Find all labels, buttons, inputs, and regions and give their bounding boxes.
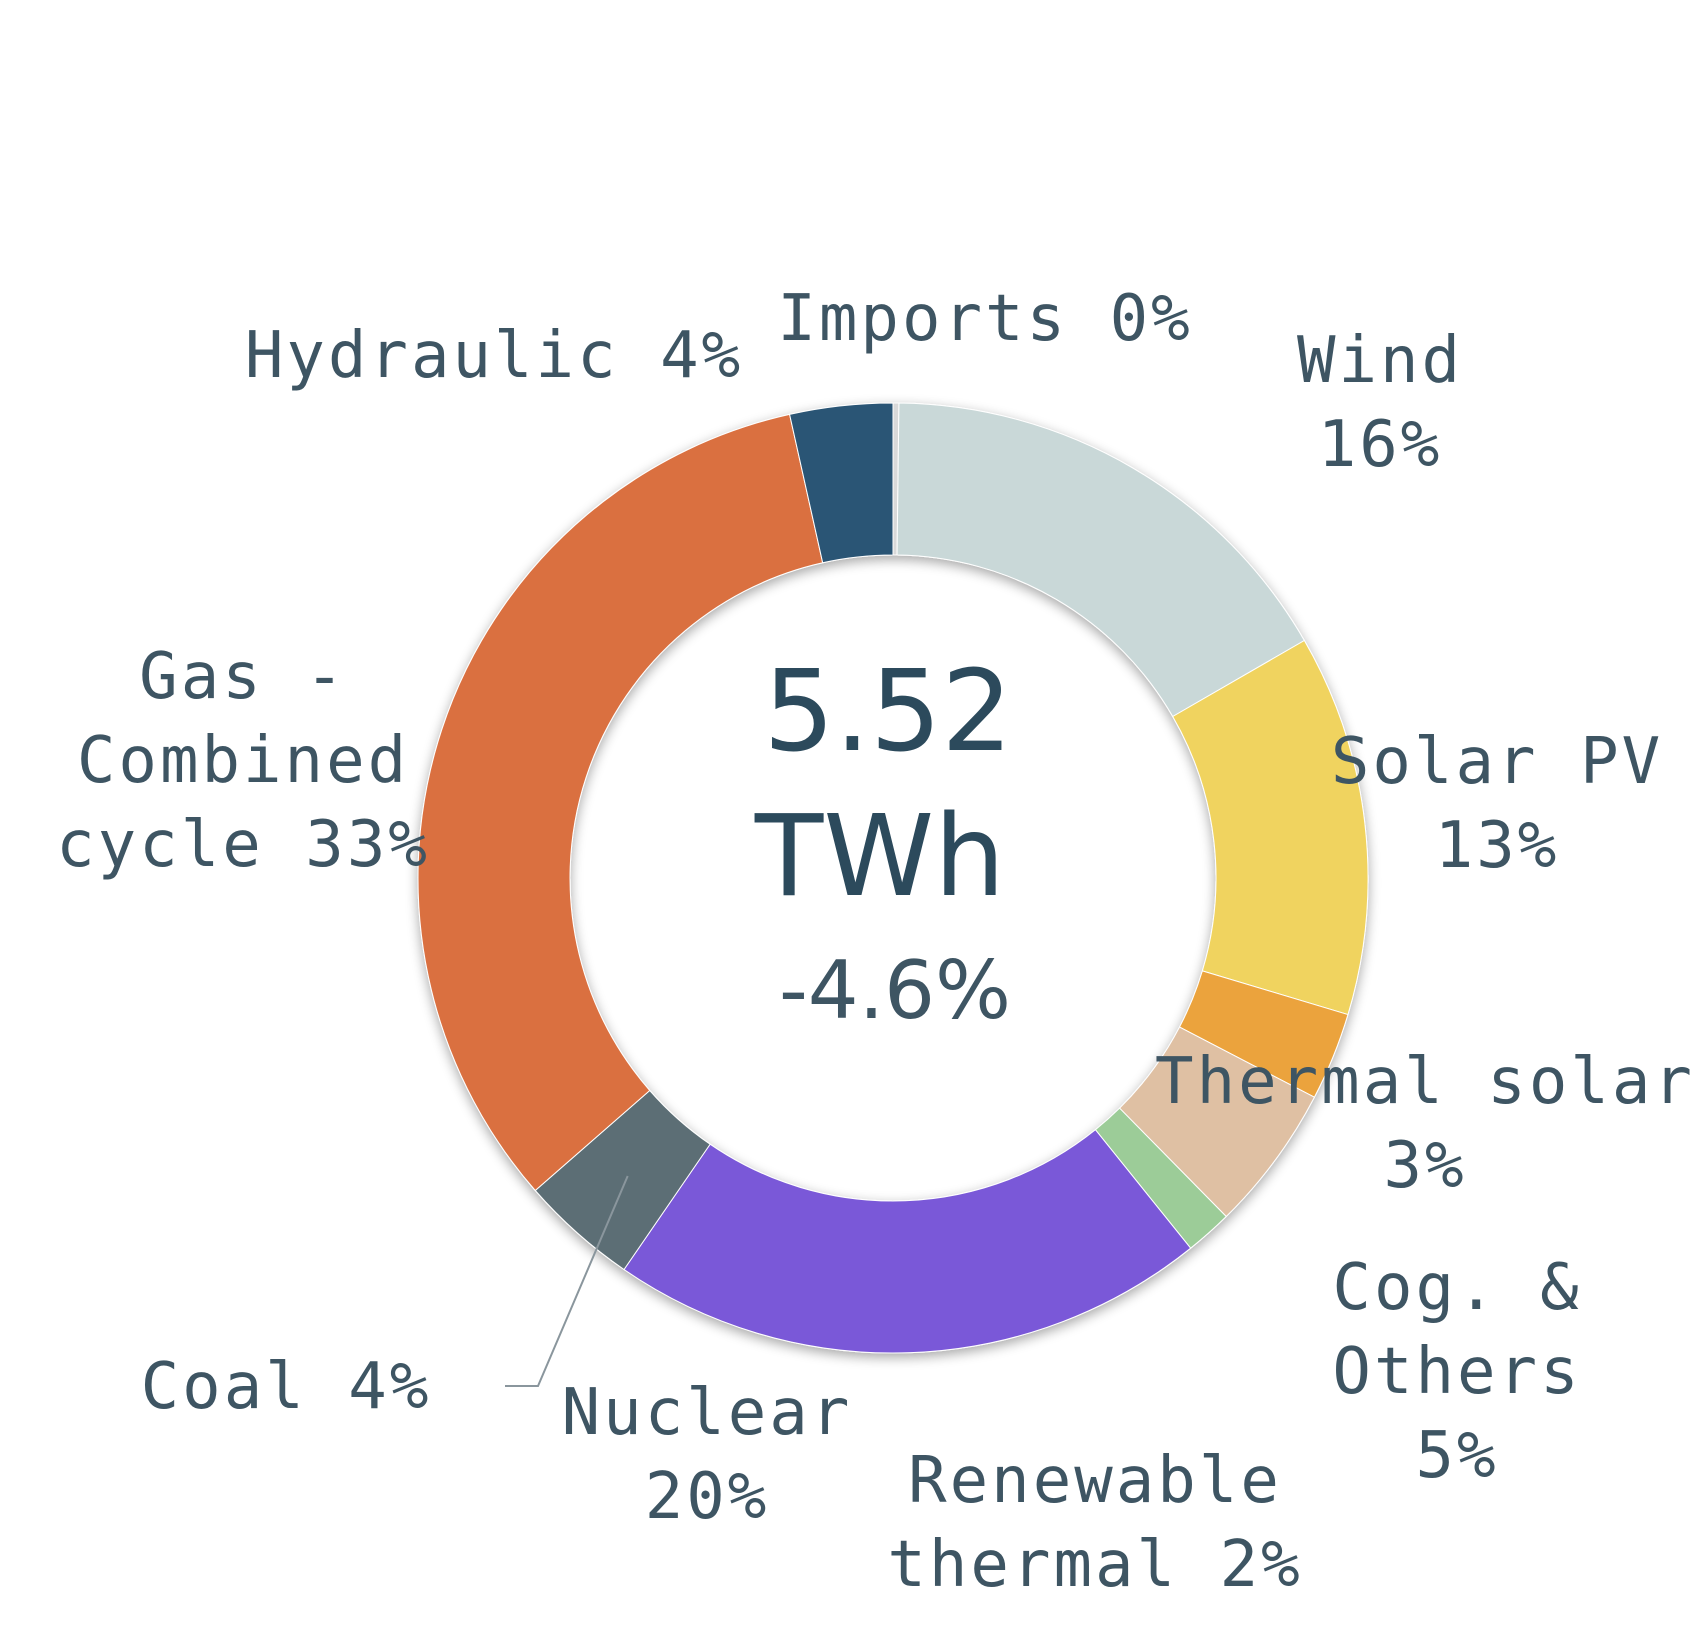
label-line: Nuclear xyxy=(562,1376,853,1450)
label-solar-pv: Solar PV 13% xyxy=(1331,725,1663,883)
label-line: Others xyxy=(1332,1335,1581,1409)
leader-lines xyxy=(505,1175,629,1387)
slice-gas-combined-cycle[interactable] xyxy=(417,413,824,1192)
label-line: cycle 33% xyxy=(56,808,430,882)
label-line: 16% xyxy=(1318,408,1443,482)
center-change: -4.6% xyxy=(779,944,1011,1037)
label-line: Wind xyxy=(1297,324,1463,398)
slices-layer xyxy=(417,402,1369,1354)
label-gas-combined-cycle: Gas - Combined cycle 33% xyxy=(56,640,430,882)
slice-wind[interactable] xyxy=(896,402,1306,718)
slice-hydraulic[interactable] xyxy=(788,402,894,564)
label-line: Cog. & xyxy=(1332,1251,1581,1325)
center-total-value: 5.52 xyxy=(763,647,1012,777)
label-nuclear: Nuclear 20% xyxy=(562,1376,853,1534)
label-line: 3% xyxy=(1383,1129,1466,1203)
slice-labels: Imports 0% Wind 16% Solar PV 13% Thermal sola… xyxy=(56,282,1695,1602)
center-total-unit: TWh xyxy=(754,792,1005,922)
center-summary: 5.52 TWh -4.6% xyxy=(754,647,1013,1037)
slice-nuclear[interactable] xyxy=(623,1129,1192,1354)
label-line: Gas - xyxy=(139,640,347,714)
label-line: Solar PV xyxy=(1331,725,1663,799)
label-line: 20% xyxy=(645,1460,770,1534)
label-line: Thermal solar xyxy=(1155,1045,1695,1119)
label-renewable-thermal: Renewable thermal 2% xyxy=(887,1444,1302,1602)
label-line: Coal 4% xyxy=(141,1350,432,1424)
label-cog-others: Cog. & Others 5% xyxy=(1332,1251,1581,1493)
leader-line-coal xyxy=(505,1175,629,1387)
label-line: 5% xyxy=(1415,1419,1498,1493)
label-line: 13% xyxy=(1435,809,1560,883)
label-line: Combined xyxy=(77,724,409,798)
label-line: thermal 2% xyxy=(887,1528,1302,1602)
label-coal: Coal 4% xyxy=(141,1350,432,1424)
label-line: Imports 0% xyxy=(777,282,1192,356)
label-imports: Imports 0% xyxy=(777,282,1192,356)
label-wind: Wind 16% xyxy=(1297,324,1463,482)
label-thermal-solar: Thermal solar 3% xyxy=(1155,1045,1695,1203)
label-line: Hydraulic 4% xyxy=(245,319,743,393)
label-hydraulic: Hydraulic 4% xyxy=(245,319,743,393)
label-line: Renewable xyxy=(908,1444,1282,1518)
